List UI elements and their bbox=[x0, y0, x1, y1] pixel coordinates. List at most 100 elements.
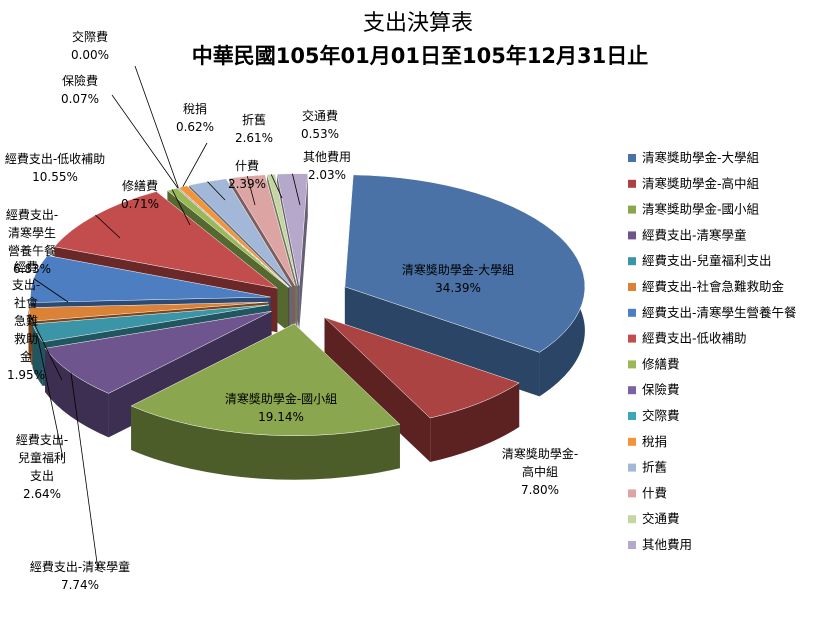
data-label-line-7-0: 經費支出-低收補助 bbox=[5, 151, 105, 166]
data-label-11: 稅捐 0.62% bbox=[176, 102, 214, 134]
legend-label-12: 折舊 bbox=[642, 460, 667, 475]
slice-side-3 bbox=[45, 348, 109, 438]
slice-wall-end-1 bbox=[324, 317, 431, 462]
legend-label-7: 經費支出-低收補助 bbox=[642, 331, 747, 346]
legend-label-1: 清寒獎助學金-高中組 bbox=[642, 176, 759, 191]
slice-wall-end-0 bbox=[344, 286, 540, 397]
data-label-1: 清寒獎助學金- 高中組 7.80% bbox=[502, 446, 578, 497]
data-label-line-13-1: 2.39% bbox=[228, 177, 266, 191]
data-label-line-9-1: 0.07% bbox=[61, 92, 99, 106]
data-label-line-6-1: 清寒學生 bbox=[8, 225, 56, 240]
data-label-line-2-0: 清寒獎助學金-國小組 bbox=[225, 391, 337, 406]
data-label-line-1-1: 高中組 bbox=[522, 464, 558, 479]
legend-swatch-3 bbox=[628, 231, 636, 240]
data-label-line-11-1: 0.62% bbox=[176, 120, 214, 134]
legend-label-0: 清寒獎助學金-大學組 bbox=[642, 150, 759, 165]
legend-swatch-12 bbox=[628, 463, 636, 472]
data-label-line-10-0: 交際費 bbox=[72, 29, 108, 44]
slice-15 bbox=[276, 173, 308, 286]
legend-swatch-10 bbox=[628, 412, 636, 420]
data-label-line-12-0: 折舊 bbox=[242, 112, 266, 127]
legend-label-2: 清寒獎助學金-國小組 bbox=[642, 202, 759, 217]
data-label-line-11-0: 稅捐 bbox=[183, 102, 207, 116]
data-label-line-3-1: 7.74% bbox=[61, 578, 99, 592]
leader-line-8 bbox=[171, 189, 191, 226]
data-label-line-9-0: 保險費 bbox=[62, 73, 98, 88]
data-label-2: 清寒獎助學金-國小組 19.14% bbox=[225, 391, 337, 424]
legend: 清寒獎助學金-大學組清寒獎助學金-高中組清寒獎助學金-國小組經費支出-清寒學童經… bbox=[628, 150, 797, 552]
legend-swatch-5 bbox=[628, 283, 636, 291]
slice-0 bbox=[344, 174, 586, 353]
data-label-line-6-3: 6.83% bbox=[13, 262, 51, 276]
slice-side-4 bbox=[32, 323, 43, 386]
slice-side-5 bbox=[28, 307, 32, 366]
data-label-line-1-0: 清寒獎助學金- bbox=[502, 446, 578, 461]
legend-swatch-2 bbox=[628, 205, 636, 214]
label-leaders bbox=[29, 65, 301, 571]
data-label-4: 經費支出- 兒童福利支出 2.64% bbox=[16, 432, 68, 501]
leader-line-4 bbox=[36, 332, 64, 459]
legend-label-13: 什費 bbox=[642, 485, 667, 500]
slice-side-1 bbox=[430, 382, 520, 462]
data-label-13: 什費 2.39% bbox=[228, 158, 266, 191]
data-label-line-5-6: 1.95% bbox=[7, 368, 45, 382]
data-label-15: 其他費用 2.03% bbox=[303, 149, 351, 182]
data-label-5: 經費支出- 社會急難救助金 1.95% bbox=[7, 259, 45, 382]
chart-subtitle: 中華民國105年01月01日至105年12月31日止 bbox=[192, 44, 649, 68]
data-label-line-0-1: 34.39% bbox=[435, 281, 481, 295]
legend-label-14: 交通費 bbox=[642, 511, 680, 526]
data-label-line-4-3: 2.64% bbox=[23, 487, 61, 501]
data-label-line-5-5: 金 bbox=[20, 349, 32, 364]
data-label-14: 交通費 0.53% bbox=[301, 108, 339, 141]
data-labels: 清寒獎助學金-大學組 34.39% 清寒獎助學金- 高中組 7.80% 清寒獎助學金-國小… bbox=[5, 29, 578, 592]
leader-line-7 bbox=[95, 214, 121, 239]
legend-swatch-0 bbox=[628, 154, 636, 162]
data-label-line-3-0: 經費支出-清寒學童 bbox=[30, 559, 130, 574]
data-label-line-5-1: 支出- bbox=[12, 278, 40, 292]
data-label-6: 經費支出- 清寒學生營養午餐 6.83% bbox=[6, 207, 58, 276]
data-label-7: 經費支出-低收補助 10.55% bbox=[5, 151, 105, 184]
leader-line-13 bbox=[246, 176, 256, 206]
legend-label-11: 稅捐 bbox=[642, 434, 667, 449]
data-label-line-2-1: 19.14% bbox=[258, 410, 304, 424]
data-label-line-5-3: 急難 bbox=[14, 313, 38, 328]
pie-slices bbox=[28, 173, 586, 436]
data-label-line-15-1: 2.03% bbox=[308, 168, 346, 182]
slice-3 bbox=[44, 310, 272, 394]
legend-swatch-13 bbox=[628, 489, 636, 498]
data-label-line-6-0: 經費支出- bbox=[6, 207, 58, 222]
leader-line-5 bbox=[29, 314, 63, 381]
legend-label-5: 經費支出-社會急難救助金 bbox=[642, 279, 785, 294]
legend-swatch-11 bbox=[628, 437, 636, 446]
leader-line-9 bbox=[111, 94, 179, 189]
leader-line-3 bbox=[70, 372, 99, 571]
data-label-line-4-2: 支出 bbox=[30, 469, 54, 483]
legend-swatch-15 bbox=[628, 541, 636, 549]
data-label-line-5-4: 救助 bbox=[14, 331, 38, 346]
chart-title: 支出決算表 bbox=[363, 11, 473, 36]
legend-swatch-14 bbox=[628, 515, 636, 524]
slice-14 bbox=[266, 173, 298, 286]
data-label-line-0-0: 清寒獎助學金-大學組 bbox=[402, 262, 514, 277]
data-label-3: 經費支出-清寒學童 7.74% bbox=[30, 559, 130, 592]
slice-5 bbox=[28, 301, 269, 322]
legend-swatch-1 bbox=[628, 179, 636, 188]
data-label-line-14-1: 0.53% bbox=[301, 127, 339, 141]
slice-12 bbox=[188, 178, 292, 287]
data-label-line-7-1: 10.55% bbox=[32, 170, 78, 184]
data-label-8: 修繕費 0.71% bbox=[121, 178, 159, 211]
leader-line-14 bbox=[270, 174, 283, 199]
legend-swatch-8 bbox=[628, 360, 636, 369]
leader-line-10 bbox=[134, 65, 179, 188]
data-label-line-14-0: 交通費 bbox=[302, 108, 338, 123]
legend-label-6: 經費支出-清寒學生營養午餐 bbox=[642, 305, 797, 320]
legend-swatch-6 bbox=[628, 308, 636, 317]
legend-label-3: 經費支出-清寒學童 bbox=[642, 227, 747, 242]
data-label-0: 清寒獎助學金-大學組 34.39% bbox=[402, 262, 514, 295]
data-label-line-13-0: 什費 bbox=[235, 158, 259, 173]
leader-line-12 bbox=[207, 181, 226, 201]
legend-swatch-7 bbox=[628, 334, 636, 343]
data-label-line-15-0: 其他費用 bbox=[303, 149, 351, 164]
legend-label-10: 交際費 bbox=[642, 408, 680, 423]
